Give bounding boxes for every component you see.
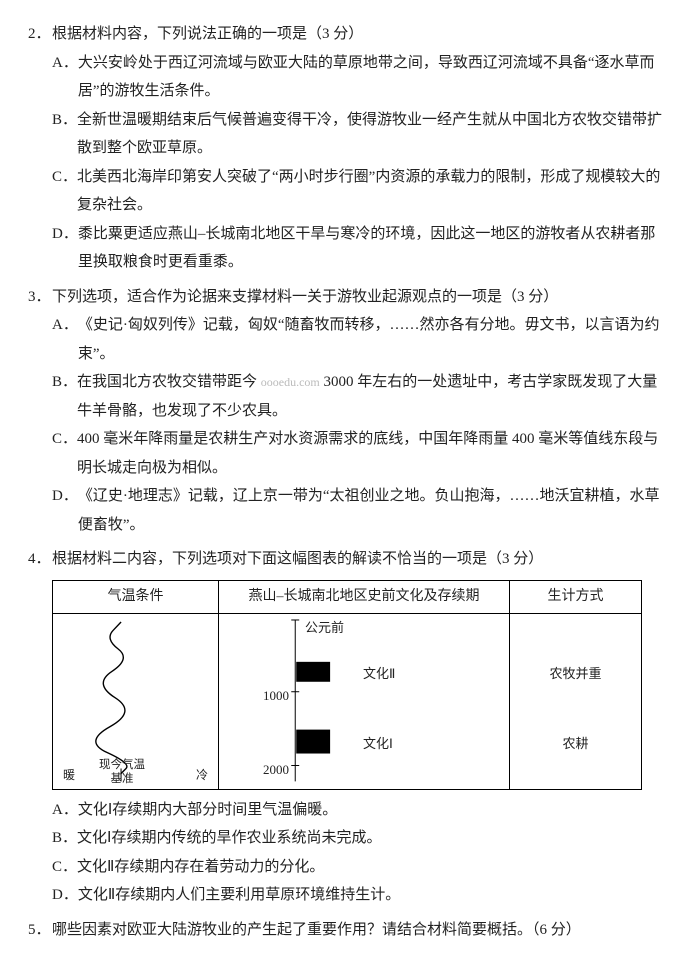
label-cold: 冷 (196, 764, 208, 787)
q2-opt-d: D． 黍比粟更适应燕山–长城南北地区干旱与寒冷的环境，因此这一地区的游牧者从农耕… (28, 220, 664, 277)
chart-body-temp: 暖 冷 现今气温基准 (53, 614, 218, 788)
opt-letter: D． (52, 881, 78, 910)
label-bc: 公元前 (305, 616, 344, 641)
q2-opt-a: A． 大兴安岭处于西辽河流域与欧亚大陆的草原地带之间，导致西辽河流域不具备“逐水… (28, 49, 664, 106)
q4-opt-b: B． 文化Ⅰ存续期内传统的旱作农业系统尚未完成。 (28, 824, 664, 853)
opt-letter: D． (52, 220, 78, 277)
q3-opt-a: A． 《史记·匈奴列传》记载，匈奴“随畜牧而转移，……然亦各有分地。毋文书，以言… (28, 311, 664, 368)
q4-text: 根据材料二内容，下列选项对下面这幅图表的解读不恰当的一项是（3 分） (52, 545, 664, 574)
label-culture-1: 文化Ⅰ (363, 732, 393, 757)
prehistoric-culture-chart: 气温条件 暖 冷 现今气温基准 燕山–长城南北地区史前文化及存续期 公元前 (52, 580, 642, 790)
q3-text: 下列选项，适合作为论据来支撑材料一关于游牧业起源观点的一项是（3 分） (52, 283, 664, 312)
question-4: 4． 根据材料二内容，下列选项对下面这幅图表的解读不恰当的一项是（3 分） 气温… (28, 545, 664, 910)
q5-number: 5． (28, 916, 52, 945)
q3-opt-d: D． 《辽史·地理志》记载，辽上京一带为“太祖创业之地。负山抱海，……地沃宜耕植… (28, 482, 664, 539)
label-mixed: 农牧并重 (510, 662, 641, 687)
opt-letter: A． (52, 49, 78, 106)
q3-stem: 3． 下列选项，适合作为论据来支撑材料一关于游牧业起源观点的一项是（3 分） (28, 283, 664, 312)
q4-opt-c: C． 文化Ⅱ存续期内存在着劳动力的分化。 (28, 853, 664, 882)
opt-letter: C． (52, 425, 77, 482)
q4-number: 4． (28, 545, 52, 574)
label-culture-2: 文化Ⅱ (363, 662, 395, 687)
opt-letter: D． (52, 482, 78, 539)
opt-letter: C． (52, 853, 77, 882)
q3-opt-b: B． 在我国北方农牧交错带距今 oooedu.com 3000 年左右的一处遗址… (28, 368, 664, 425)
opt-letter: C． (52, 163, 77, 220)
chart-body-cultures: 公元前 1000 2000 文化Ⅱ 文化Ⅰ (219, 614, 509, 788)
opt-text: 在我国北方农牧交错带距今 oooedu.com 3000 年左右的一处遗址中，考… (77, 368, 664, 425)
chart-header-temp: 气温条件 (53, 581, 218, 615)
opt-text: 北美西北海岸印第安人突破了“两小时步行圈”内资源的承载力的限制，形成了规模较大的… (77, 163, 664, 220)
q2-stem: 2． 根据材料内容，下列说法正确的一项是（3 分） (28, 20, 664, 49)
question-3: 3． 下列选项，适合作为论据来支撑材料一关于游牧业起源观点的一项是（3 分） A… (28, 283, 664, 540)
q4-opt-d: D． 文化Ⅱ存续期内人们主要利用草原环境维持生计。 (28, 881, 664, 910)
label-warm: 暖 (63, 764, 75, 787)
chart-col-livelihood: 生计方式 农牧并重 农耕 (510, 581, 641, 789)
q5-stem: 5． 哪些因素对欧亚大陆游牧业的产生起了重要作用？请结合材料简要概括。（6 分） (28, 916, 664, 945)
q2-opt-c: C． 北美西北海岸印第安人突破了“两小时步行圈”内资源的承载力的限制，形成了规模… (28, 163, 664, 220)
q4-stem: 4． 根据材料二内容，下列选项对下面这幅图表的解读不恰当的一项是（3 分） (28, 545, 664, 574)
q3-number: 3． (28, 283, 52, 312)
opt-text: 400 毫米年降雨量是农耕生产对水资源需求的底线，中国年降雨量 400 毫米等值… (77, 425, 664, 482)
opt-text: 文化Ⅱ存续期内存在着劳动力的分化。 (77, 853, 664, 882)
label-farming: 农耕 (510, 732, 641, 757)
question-5: 5． 哪些因素对欧亚大陆游牧业的产生起了重要作用？请结合材料简要概括。（6 分） (28, 916, 664, 945)
q2-opt-b: B． 全新世温暖期结束后气候普遍变得干冷，使得游牧业一经产生就从中国北方农牧交错… (28, 106, 664, 163)
opt-letter: A． (52, 796, 78, 825)
opt-letter: B． (52, 368, 77, 425)
chart-header-cultures: 燕山–长城南北地区史前文化及存续期 (219, 581, 509, 615)
opt-letter: B． (52, 106, 77, 163)
tick-1000: 1000 (263, 684, 289, 709)
opt-text: 文化Ⅰ存续期内大部分时间里气温偏暖。 (78, 796, 664, 825)
watermark-text: oooedu.com (261, 375, 320, 389)
opt-text: 黍比粟更适应燕山–长城南北地区干旱与寒冷的环境，因此这一地区的游牧者从农耕者那里… (78, 220, 664, 277)
opt-text: 大兴安岭处于西辽河流域与欧亚大陆的草原地带之间，导致西辽河流域不具备“逐水草而居… (78, 49, 664, 106)
q4-opt-a: A． 文化Ⅰ存续期内大部分时间里气温偏暖。 (28, 796, 664, 825)
q2-number: 2． (28, 20, 52, 49)
q2-text: 根据材料内容，下列说法正确的一项是（3 分） (52, 20, 664, 49)
chart-col-cultures: 燕山–长城南北地区史前文化及存续期 公元前 1000 2000 文化Ⅱ 文化Ⅰ (219, 581, 510, 789)
label-baseline: 现今气温基准 (99, 759, 145, 787)
tick-2000: 2000 (263, 758, 289, 783)
chart-header-livelihood: 生计方式 (510, 581, 641, 615)
q3-opt-c: C． 400 毫米年降雨量是农耕生产对水资源需求的底线，中国年降雨量 400 毫… (28, 425, 664, 482)
opt-text: 文化Ⅱ存续期内人们主要利用草原环境维持生计。 (78, 881, 664, 910)
opt-letter: A． (52, 311, 78, 368)
opt-text: 《史记·匈奴列传》记载，匈奴“随畜牧而转移，……然亦各有分地。毋文书，以言语为约… (78, 311, 664, 368)
q3-b-prefix: 在我国北方农牧交错带距今 (77, 374, 257, 390)
question-2: 2． 根据材料内容，下列说法正确的一项是（3 分） A． 大兴安岭处于西辽河流域… (28, 20, 664, 277)
chart-body-livelihood: 农牧并重 农耕 (510, 614, 641, 788)
opt-text: 文化Ⅰ存续期内传统的旱作农业系统尚未完成。 (77, 824, 664, 853)
q5-text: 哪些因素对欧亚大陆游牧业的产生起了重要作用？请结合材料简要概括。（6 分） (52, 916, 664, 945)
chart-col-temperature: 气温条件 暖 冷 现今气温基准 (53, 581, 219, 789)
opt-text: 《辽史·地理志》记载，辽上京一带为“太祖创业之地。负山抱海，……地沃宜耕植，水草… (78, 482, 664, 539)
opt-text: 全新世温暖期结束后气候普遍变得干冷，使得游牧业一经产生就从中国北方农牧交错带扩散… (77, 106, 664, 163)
opt-letter: B． (52, 824, 77, 853)
